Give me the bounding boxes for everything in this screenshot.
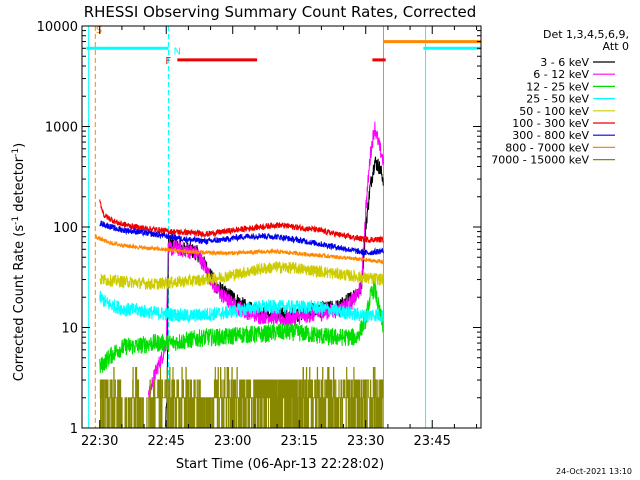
x-axis-label: Start Time (06-Apr-13 22:28:02)	[176, 457, 384, 472]
legend-label-5: 100 - 300 keV	[512, 117, 589, 130]
y-axis-label-text: Corrected Count Rate (s-1 detector-1)	[11, 143, 27, 381]
y-tick-label-1: 10	[61, 322, 78, 337]
y-axis-label-part-3: )	[12, 143, 27, 148]
flag-label-f: F	[165, 56, 171, 67]
footer-date: 24-Oct-2021 13:10	[556, 467, 632, 476]
legend-label-1: 6 - 12 keV	[533, 68, 589, 81]
legend-label-3: 25 - 50 keV	[526, 93, 589, 106]
x-tick-label-1: 22:45	[147, 434, 184, 449]
legend-label-2: 12 - 25 keV	[526, 80, 589, 93]
chart-title: RHESSI Observing Summary Count Rates, Co…	[84, 3, 477, 21]
legend-label-6: 300 - 800 keV	[512, 129, 589, 142]
y-axis-label-superscript-1: -1	[11, 216, 21, 225]
legend-label-7: 800 - 7000 keV	[505, 141, 589, 154]
legend-label-8: 7000 - 15000 keV	[491, 154, 589, 167]
x-tick-label-2: 23:00	[214, 434, 251, 449]
x-tick-label-5: 23:45	[413, 434, 450, 449]
flag-label-n: N	[173, 47, 180, 58]
y-tick-label-2: 100	[53, 221, 78, 236]
x-tick-label-0: 22:30	[81, 434, 118, 449]
legend-header-line-2: Att 0	[603, 40, 629, 53]
x-tick-label-3: 23:15	[280, 434, 317, 449]
legend-label-4: 50 - 100 keV	[519, 105, 589, 118]
y-axis-label-part-1: Corrected Count Rate (s	[12, 225, 27, 382]
y-tick-label-4: 10000	[37, 20, 78, 35]
y-axis-label: Corrected Count Rate (s-1 detector-1)	[11, 143, 27, 381]
legend-label-0: 3 - 6 keV	[540, 56, 589, 69]
y-axis-label-superscript-2: -1	[11, 148, 21, 157]
y-axis-label-part-2: detector	[12, 156, 27, 216]
y-tick-label-0: 1	[70, 422, 78, 437]
y-tick-label-3: 1000	[45, 121, 78, 136]
flag-label-s: S	[96, 25, 102, 36]
x-tick-label-4: 23:30	[347, 434, 384, 449]
rhessi-count-rate-chart: RHESSI Observing Summary Count Rates, Co…	[0, 0, 640, 480]
